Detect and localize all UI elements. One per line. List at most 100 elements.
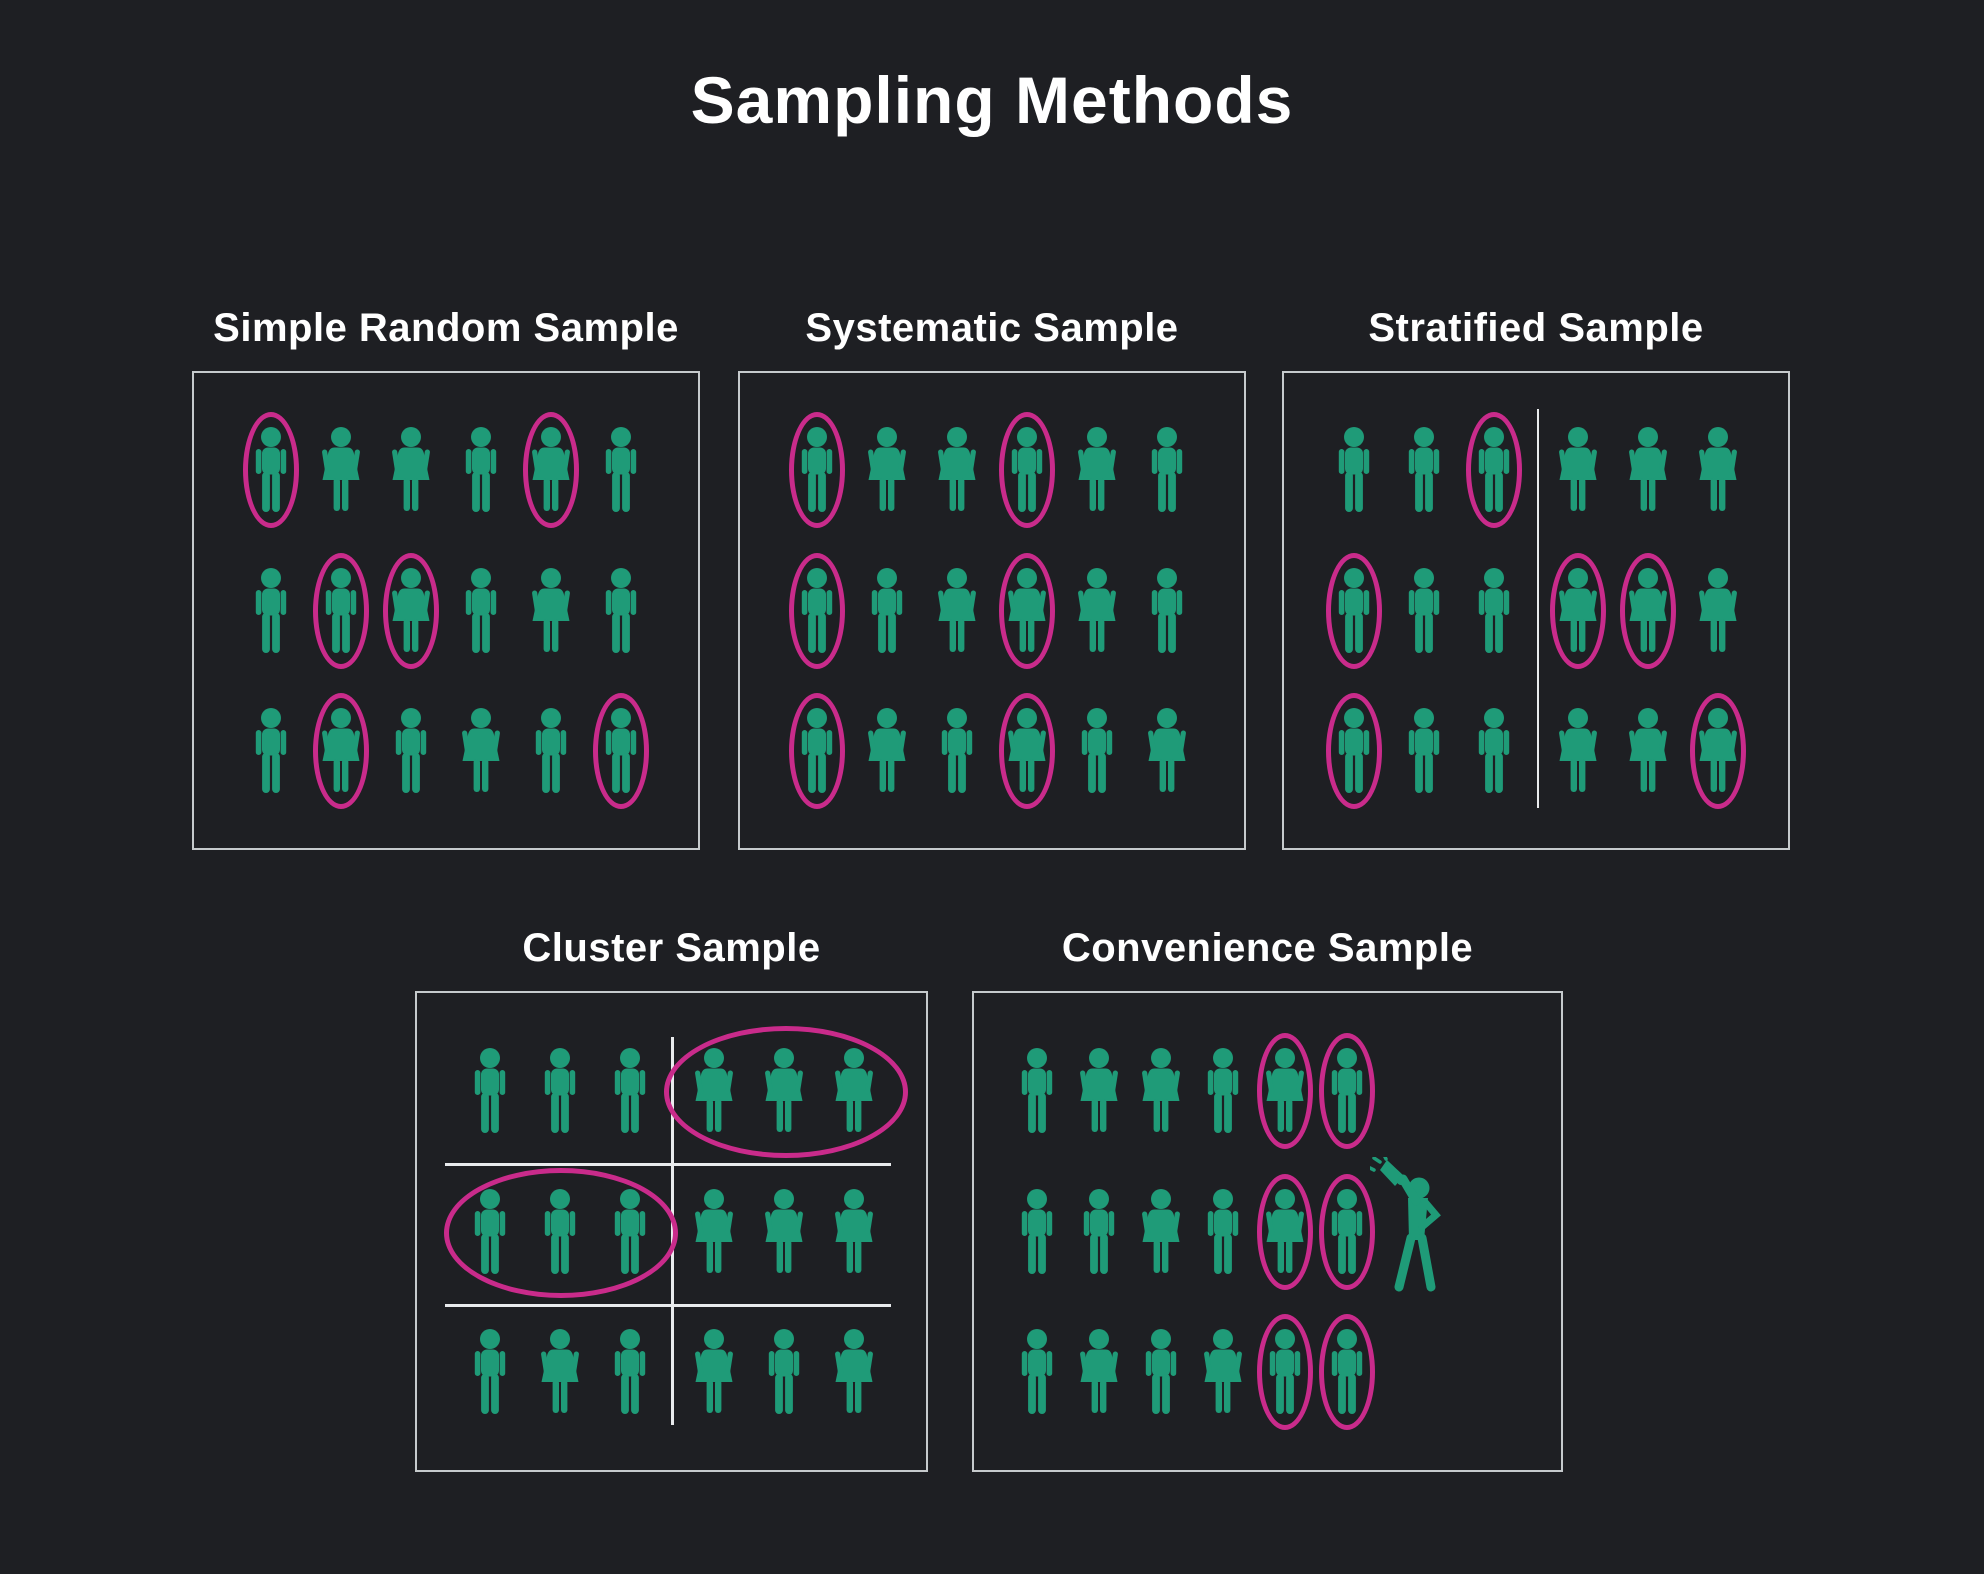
male-person-icon: [1408, 567, 1440, 653]
population-row: [417, 1329, 926, 1415]
male-figure-selected: [788, 692, 846, 809]
male-person-icon: [1408, 707, 1440, 793]
male-person-icon: [801, 427, 833, 513]
female-figure: [1072, 1329, 1126, 1415]
female-person-icon: [1142, 1047, 1180, 1132]
female-figure-selected: [1619, 552, 1677, 669]
male-figure-selected: [788, 552, 846, 669]
population-box-cluster: [415, 991, 928, 1472]
female-person-icon: [938, 567, 976, 652]
female-person-icon: [1078, 427, 1116, 512]
female-person-icon: [694, 1188, 733, 1273]
male-person-icon: [1331, 1047, 1363, 1133]
female-person-icon: [1559, 567, 1597, 652]
male-person-icon: [801, 707, 833, 793]
female-figure: [531, 1329, 589, 1415]
male-person-icon: [1478, 707, 1510, 793]
female-person-icon: [532, 427, 570, 512]
male-person-icon: [465, 567, 497, 653]
female-figure: [825, 1047, 883, 1134]
male-person-icon: [1408, 427, 1440, 513]
female-figure: [1068, 567, 1126, 654]
female-figure: [928, 427, 986, 513]
female-figure: [1689, 427, 1747, 513]
population-row: [740, 692, 1244, 809]
female-figure: [1689, 567, 1747, 654]
panel-title-systematic: Systematic Sample: [805, 306, 1179, 350]
female-figure-selected: [1689, 692, 1747, 809]
cluster-grid-horizontal-line-2: [445, 1304, 891, 1307]
male-person-icon: [614, 1047, 645, 1133]
male-figure-selected: [1325, 552, 1383, 669]
male-person-icon: [255, 567, 287, 653]
male-figure: [1465, 707, 1523, 794]
female-person-icon: [834, 1047, 873, 1132]
megaphone-person-icon: [1370, 1157, 1441, 1292]
male-figure-selected: [998, 412, 1056, 529]
female-person-icon: [834, 1329, 873, 1414]
strata-divider-line: [1537, 409, 1539, 808]
female-figure: [1138, 707, 1196, 794]
panel-stratified-sample: Stratified Sample: [1282, 301, 1790, 850]
female-person-icon: [322, 707, 360, 792]
female-person-icon: [868, 427, 906, 512]
male-person-icon: [1478, 427, 1510, 513]
female-person-icon: [834, 1188, 873, 1273]
male-person-icon: [1338, 707, 1370, 793]
male-person-icon: [614, 1329, 645, 1415]
panel-title-cluster: Cluster Sample: [522, 926, 821, 970]
male-person-icon: [544, 1047, 575, 1133]
male-person-icon: [1021, 1188, 1053, 1274]
female-figure: [452, 707, 510, 794]
male-person-icon: [1021, 1329, 1053, 1415]
female-figure-selected: [998, 692, 1056, 809]
male-figure: [928, 707, 986, 794]
female-person-icon: [694, 1047, 733, 1132]
population-row: [1284, 412, 1788, 529]
male-person-icon: [941, 707, 973, 793]
male-figure: [858, 567, 916, 654]
female-person-icon: [1629, 707, 1667, 792]
male-figure: [1465, 567, 1523, 654]
population-box-stratified: [1282, 371, 1790, 850]
female-person-icon: [938, 427, 976, 512]
female-person-icon: [694, 1329, 733, 1414]
population-row: [740, 552, 1244, 669]
female-figure: [755, 1188, 813, 1275]
male-person-icon: [325, 567, 357, 653]
panel-systematic-sample: Systematic Sample: [738, 301, 1246, 850]
population-row: [194, 412, 698, 529]
panel-title-stratified: Stratified Sample: [1368, 306, 1704, 350]
male-figure: [1325, 427, 1383, 513]
male-figure: [601, 1047, 659, 1134]
female-person-icon: [1142, 1188, 1180, 1273]
male-figure: [601, 1188, 659, 1275]
male-figure: [461, 1188, 519, 1275]
male-figure-selected: [1465, 412, 1523, 529]
male-figure-selected: [788, 412, 846, 529]
female-person-icon: [1629, 427, 1667, 512]
male-person-icon: [474, 1329, 505, 1415]
male-person-icon: [1331, 1188, 1363, 1274]
panel-title-simple-random: Simple Random Sample: [213, 306, 679, 350]
male-figure: [531, 1047, 589, 1134]
female-person-icon: [1629, 567, 1667, 652]
panel-simple-random-sample: Simple Random Sample: [192, 301, 700, 850]
panel-convenience-sample: Convenience Sample: [972, 921, 1563, 1472]
male-person-icon: [1331, 1329, 1363, 1415]
male-person-icon: [474, 1047, 505, 1133]
male-person-icon: [255, 707, 287, 793]
female-person-icon: [1008, 707, 1046, 792]
male-figure: [592, 567, 650, 654]
male-figure-selected: [1257, 1314, 1313, 1431]
female-person-icon: [1699, 567, 1737, 652]
male-person-icon: [1021, 1047, 1053, 1133]
male-figure-selected: [242, 412, 300, 529]
population-box-simple-random: [192, 371, 700, 850]
male-person-icon: [605, 567, 637, 653]
male-figure: [1138, 427, 1196, 513]
male-person-icon: [1338, 567, 1370, 653]
female-figure: [1072, 1047, 1126, 1134]
female-person-icon: [1559, 427, 1597, 512]
population-row: [417, 1047, 926, 1134]
